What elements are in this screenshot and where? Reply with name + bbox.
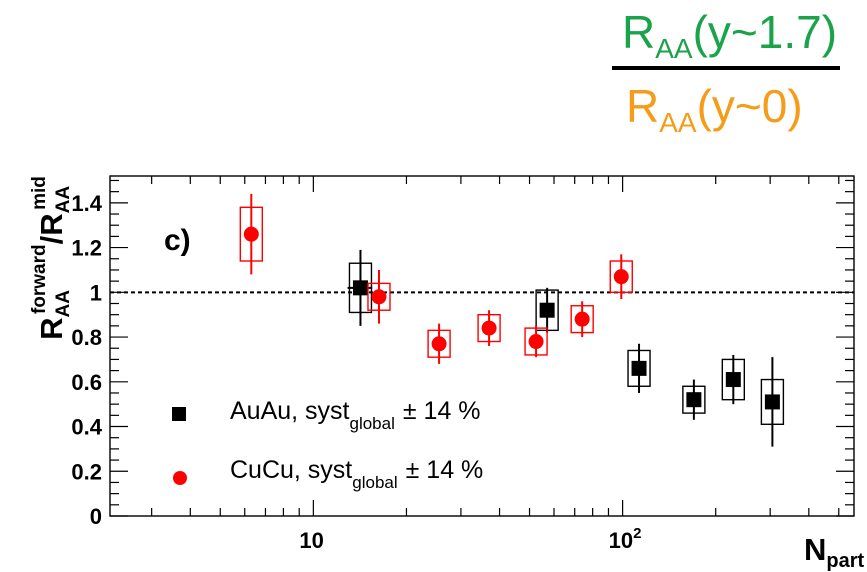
y-tick-label: 0.2 — [71, 459, 102, 484]
cucu-marker — [574, 311, 590, 327]
y-tick-label: 1 — [90, 280, 102, 305]
legend-auau-prefix: AuAu, syst — [230, 397, 350, 425]
x-tick-label-base: 10 — [609, 528, 633, 553]
plot-frame — [109, 175, 855, 517]
axis-ticks — [110, 176, 854, 517]
cucu-marker — [481, 320, 497, 336]
ratio-numerator: RAA(y~1.7) — [622, 6, 837, 64]
ratio-numerator-tail: (y~1.7) — [693, 6, 837, 58]
y-tick-label: 0.6 — [71, 370, 102, 395]
y-title-sub: AA — [53, 290, 74, 318]
auau-marker — [686, 392, 702, 408]
cucu-marker — [613, 269, 629, 285]
cucu-marker — [371, 289, 387, 305]
cucu-point — [367, 269, 391, 324]
cucu-point — [239, 193, 264, 275]
y-tick-label: 0.4 — [71, 415, 102, 440]
y-title-sub2: AA — [53, 186, 74, 214]
y-title-sup2: mid — [29, 176, 50, 210]
auau-point — [627, 343, 651, 393]
legend-cucu-sub: global — [352, 473, 397, 492]
auau-marker — [539, 302, 555, 318]
legend-marker-cucu — [173, 471, 187, 485]
cucu-point — [609, 254, 633, 300]
auau-marker — [352, 280, 368, 296]
ratio-denominator-sub: AA — [659, 107, 697, 138]
auau-marker — [631, 360, 647, 376]
x-tick-label-exponent: 2 — [633, 525, 641, 542]
legend-marker-auau — [172, 407, 186, 421]
legend-label-cucu: CuCu, systglobal ± 14 % — [230, 456, 483, 492]
legend-label-auau: AuAu, systglobal ± 14 % — [230, 397, 481, 433]
cucu-point — [524, 325, 548, 358]
legend-auau-suffix: ± 14 % — [403, 397, 481, 425]
ratio-denominator-main: R — [626, 80, 659, 132]
x-tick-label: 102 — [609, 525, 642, 553]
auau-marker — [725, 372, 741, 388]
y-axis-title-text: RAAforward/RAAmid — [29, 176, 74, 340]
y-title-main: R — [34, 318, 69, 340]
x-title-main: N — [804, 532, 826, 567]
y-tick-label: 1.2 — [71, 236, 102, 261]
y-axis-title: RAAforward/RAAmid — [29, 176, 74, 340]
panel-label: c) — [164, 224, 191, 257]
auau-point — [760, 357, 785, 447]
cucu-marker — [243, 226, 259, 242]
legend-auau-sub: global — [350, 414, 395, 433]
y-title-main2: R — [34, 213, 69, 235]
cucu-marker — [431, 336, 447, 352]
x-axis-title: Npart — [804, 532, 865, 572]
ratio-denominator-tail: (y~0) — [697, 80, 803, 132]
auau-point — [721, 354, 746, 405]
ratio-numerator-sub: AA — [655, 33, 693, 64]
ratio-annotation: RAA(y~1.7) RAA(y~0) — [612, 6, 840, 138]
cucu-point — [477, 310, 501, 346]
cucu-point — [427, 323, 451, 364]
x-title-sub: part — [826, 550, 864, 572]
data-marks — [239, 193, 785, 447]
legend-cucu-prefix: CuCu, syst — [230, 456, 352, 484]
legend-cucu-suffix: ± 14 % — [406, 456, 484, 484]
auau-point — [535, 287, 559, 333]
y-tick-label: 0.8 — [71, 325, 102, 350]
y-title-sup: forward — [29, 244, 50, 314]
x-tick-label: 10 — [299, 528, 323, 553]
auau-point — [682, 379, 706, 420]
y-title-separator: / — [34, 235, 69, 244]
auau-marker — [764, 394, 780, 410]
cucu-point — [570, 301, 594, 338]
ratio-denominator: RAA(y~0) — [626, 80, 803, 138]
x-tick-label-base: 10 — [299, 528, 323, 553]
y-tick-label: 1.4 — [71, 191, 102, 216]
cucu-marker — [528, 334, 544, 350]
legend: AuAu, systglobal ± 14 % CuCu, systglobal ±… — [172, 397, 483, 492]
ratio-numerator-main: R — [622, 6, 655, 58]
y-tick-label: 0 — [90, 504, 102, 529]
